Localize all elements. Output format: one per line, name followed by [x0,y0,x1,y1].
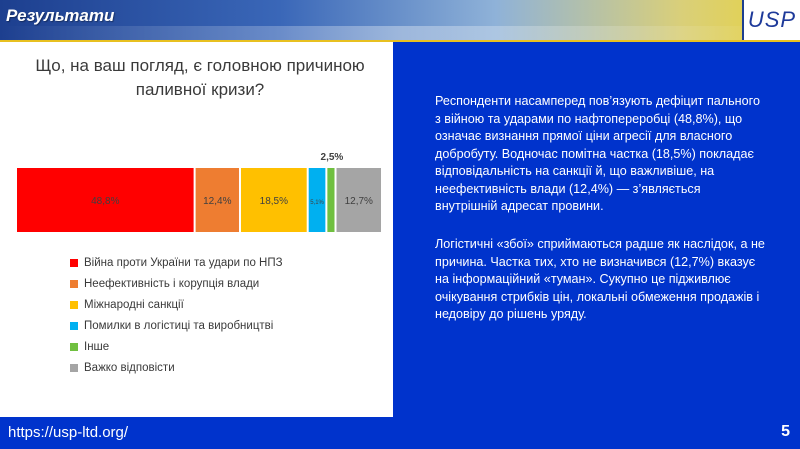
legend-item-5: Інше [70,336,283,357]
label-segment-2: 12,4% [203,196,231,207]
logo-text: USP [747,7,797,32]
legend-swatch [70,342,78,351]
commentary-panel: Респонденти насамперед пов’язують дефіци… [393,42,800,417]
legend-label: Інше [84,340,110,353]
label-segment-6: 12,7% [345,196,373,207]
label-segment-5: 2,5% [321,152,344,163]
commentary-paragraph-2: Логістичні «збої» сприймаються радше як … [435,237,765,321]
legend-label: Війна проти України та удари по НПЗ [84,256,283,269]
page-number: 5 [781,423,790,440]
legend-swatch [70,300,78,309]
usp-logo: USP [742,0,800,40]
legend-swatch [70,258,78,267]
header-decoration [0,26,800,40]
website-link[interactable]: https://usp-ltd.org/ [8,424,129,441]
chart-legend: Війна проти України та удари по НПЗ Неефе… [70,252,283,378]
legend-swatch [70,363,78,372]
legend-label: Важко відповісти [84,361,175,374]
legend-label: Міжнародні санкції [84,298,184,311]
legend-item-4: Помилки в логістиці та виробництві [70,315,283,336]
bar-segment-1 [17,168,194,232]
legend-swatch [70,279,78,288]
slide-title: Результати [6,6,115,25]
header-divider [0,40,800,42]
bar-segment-3 [240,168,307,232]
stacked-bar-chart: 48,8% 12,4% 18,5% 5,1% 2,5% 12,7% [17,152,381,232]
legend-item-1: Війна проти України та удари по НПЗ [70,252,283,273]
legend-label: Помилки в логістиці та виробництві [84,319,274,332]
header-bar: Результати USP [0,0,800,40]
legend-item-2: Неефективність і корупція влади [70,273,283,294]
commentary-paragraph-1: Респонденти насамперед пов’язують дефіци… [435,94,760,213]
label-segment-3: 18,5% [260,196,288,207]
bar-segment-5 [327,168,335,232]
bar-segment-4 [308,168,326,232]
legend-item-3: Міжнародні санкції [70,294,283,315]
bar-segment-2 [195,168,239,232]
label-segment-1: 48,8% [91,196,119,207]
legend-item-6: Важко відповісти [70,357,283,378]
legend-swatch [70,321,78,330]
label-segment-4: 5,1% [310,200,324,206]
legend-label: Неефективність і корупція влади [84,277,260,290]
bar-segment-6 [336,168,381,232]
footer-bar: https://usp-ltd.org/ 5 [0,417,800,449]
chart-title: Що, на ваш погляд, є головною причиною п… [35,56,365,99]
